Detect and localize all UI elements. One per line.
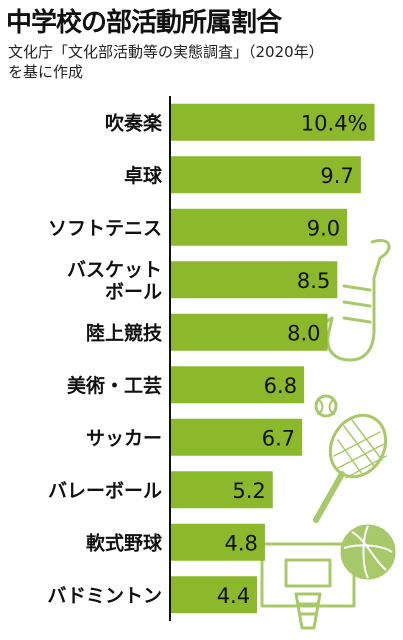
value-label: 5.2 (232, 479, 265, 503)
bars-layer: 10.4% 吹奏楽 9.7 卓球 9.0 ソフトテニス 8.5 バスケットボール 8.0 陸上競技… (47, 96, 375, 621)
value-label: 8.0 (287, 321, 320, 345)
source-line-2: を基に作成 (8, 63, 84, 81)
category-label: サッカー (86, 427, 162, 449)
chart-title: 中学校の部活動所属割合 (6, 8, 282, 38)
basketball-hoop-icon (260, 542, 356, 630)
category-label: 軟式野球 (86, 531, 163, 554)
category-label: バレーボール (48, 480, 162, 502)
value-label: 6.8 (264, 374, 297, 398)
value-label: 9.0 (307, 216, 340, 240)
bar (171, 103, 375, 141)
category-label: 陸上競技 (86, 321, 163, 344)
bar (171, 208, 348, 246)
category-label: 美術・工芸 (67, 374, 162, 397)
tennis-ball-icon (314, 394, 338, 418)
bar (171, 523, 265, 561)
category-label: バスケットボール (67, 259, 162, 303)
saxophone-icon (319, 239, 391, 362)
category-label: 吹奏楽 (105, 111, 163, 134)
value-label: 6.7 (262, 426, 295, 450)
bar (171, 261, 338, 299)
value-label: 8.5 (297, 269, 330, 293)
basketball-icon (340, 524, 396, 580)
source-line-1: 文化庁「文化部活動等の実態調査」（2020年） (8, 43, 324, 61)
bar (171, 418, 303, 456)
bar (171, 471, 273, 509)
category-label-line: ボール (105, 281, 162, 303)
value-label: 9.7 (320, 164, 353, 188)
bar (171, 366, 305, 404)
category-label: ソフトテニス (48, 217, 162, 239)
category-label-line: バスケット (67, 259, 162, 281)
category-label: 卓球 (124, 164, 163, 187)
value-label: 4.8 (225, 531, 258, 555)
bar (171, 576, 258, 614)
value-label: 10.4% (301, 111, 368, 135)
category-label: バドミントン (47, 585, 162, 607)
bar (171, 156, 361, 194)
source-note: 文化庁「文化部活動等の実態調査」（2020年） を基に作成 (8, 42, 398, 82)
tennis-racket-icon (313, 413, 388, 523)
bar (171, 313, 328, 351)
value-label: 4.4 (217, 584, 250, 608)
